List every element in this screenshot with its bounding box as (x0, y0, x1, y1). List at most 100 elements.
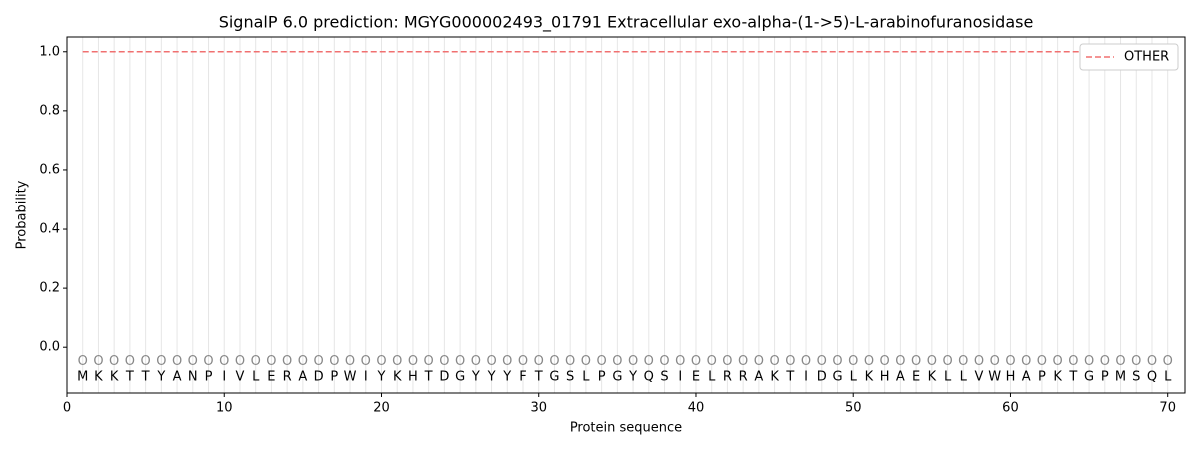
residue-label: L (708, 369, 716, 384)
region-label: O (455, 354, 465, 369)
residue-label: A (1022, 369, 1031, 384)
residue-label: K (770, 369, 779, 384)
region-label: O (109, 354, 119, 369)
region-label: O (801, 354, 811, 369)
residue-label: G (612, 369, 622, 384)
residue-label: D (314, 369, 324, 384)
region-label: O (298, 354, 308, 369)
region-label: O (376, 354, 386, 369)
region-label: O (1084, 354, 1094, 369)
region-label: O (172, 354, 182, 369)
residue-label: Y (628, 369, 637, 384)
residue-label: K (1053, 369, 1062, 384)
residue-label: L (960, 369, 968, 384)
residue-label: H (1006, 369, 1016, 384)
residue-label: A (896, 369, 905, 384)
x-tick-label: 0 (63, 401, 71, 416)
legend-label: OTHER (1124, 50, 1169, 65)
region-label: O (722, 354, 732, 369)
residue-label: Y (471, 369, 480, 384)
residue-label: Y (156, 369, 165, 384)
region-label: O (942, 354, 952, 369)
region-label: O (1131, 354, 1141, 369)
region-label: O (408, 354, 418, 369)
region-label: O (707, 354, 717, 369)
residue-label: T (785, 369, 794, 384)
residue-label: R (723, 369, 732, 384)
region-label: O (880, 354, 890, 369)
residue-label: R (283, 369, 292, 384)
residue-label: K (393, 369, 402, 384)
region-label: O (361, 354, 371, 369)
region-label: O (1100, 354, 1110, 369)
y-tick-label: 0.0 (39, 340, 60, 355)
residue-label: S (1132, 369, 1140, 384)
residue-label: E (692, 369, 700, 384)
residue-label: M (77, 369, 88, 384)
region-label: O (471, 354, 481, 369)
residue-label: K (928, 369, 937, 384)
region-label: O (738, 354, 748, 369)
residue-label: S (566, 369, 574, 384)
region-label: O (141, 354, 151, 369)
residue-label: G (455, 369, 465, 384)
residue-label: E (267, 369, 275, 384)
region-label: O (675, 354, 685, 369)
residue-label: V (975, 369, 984, 384)
x-tick-label: 20 (373, 401, 390, 416)
region-label: O (266, 354, 276, 369)
residue-label: Y (377, 369, 386, 384)
region-label: O (156, 354, 166, 369)
region-label: O (125, 354, 135, 369)
region-label: O (911, 354, 921, 369)
residue-label: D (817, 369, 827, 384)
residue-label: K (110, 369, 119, 384)
residue-label: P (330, 369, 338, 384)
residue-label: W (988, 369, 1001, 384)
residue-label: H (408, 369, 418, 384)
region-label: O (424, 354, 434, 369)
x-tick-label: 40 (688, 401, 705, 416)
residue-label: P (598, 369, 606, 384)
region-label: O (974, 354, 984, 369)
region-label: O (282, 354, 292, 369)
legend-box (1079, 43, 1179, 71)
region-label: O (1021, 354, 1031, 369)
region-label: O (612, 354, 622, 369)
region-label: O (518, 354, 528, 369)
region-label: O (219, 354, 229, 369)
region-label: O (565, 354, 575, 369)
x-tick-label: 10 (216, 401, 233, 416)
region-label: O (848, 354, 858, 369)
region-label: O (1037, 354, 1047, 369)
residue-label: R (739, 369, 748, 384)
region-label: O (486, 354, 496, 369)
y-tick-label: 0.8 (39, 103, 60, 118)
residue-label: N (188, 369, 198, 384)
residue-label: Q (644, 369, 654, 384)
residue-label: T (141, 369, 150, 384)
region-label: O (1005, 354, 1015, 369)
residue-label: Y (502, 369, 511, 384)
region-label: O (439, 354, 449, 369)
region-label: O (1115, 354, 1125, 369)
residue-label: A (173, 369, 182, 384)
residue-label: S (660, 369, 668, 384)
region-label: O (203, 354, 213, 369)
x-tick-label: 50 (845, 401, 862, 416)
region-label: O (691, 354, 701, 369)
plot-frame (66, 36, 1186, 394)
region-label: O (534, 354, 544, 369)
region-label: O (345, 354, 355, 369)
residue-label: H (880, 369, 890, 384)
chart-title: SignalP 6.0 prediction: MGYG000002493_01… (219, 13, 1034, 33)
residue-label: T (424, 369, 433, 384)
region-label: O (864, 354, 874, 369)
residue-label: E (912, 369, 920, 384)
residue-label: P (205, 369, 213, 384)
region-label: O (313, 354, 323, 369)
residue-label: L (1164, 369, 1172, 384)
residue-label: I (678, 369, 682, 384)
